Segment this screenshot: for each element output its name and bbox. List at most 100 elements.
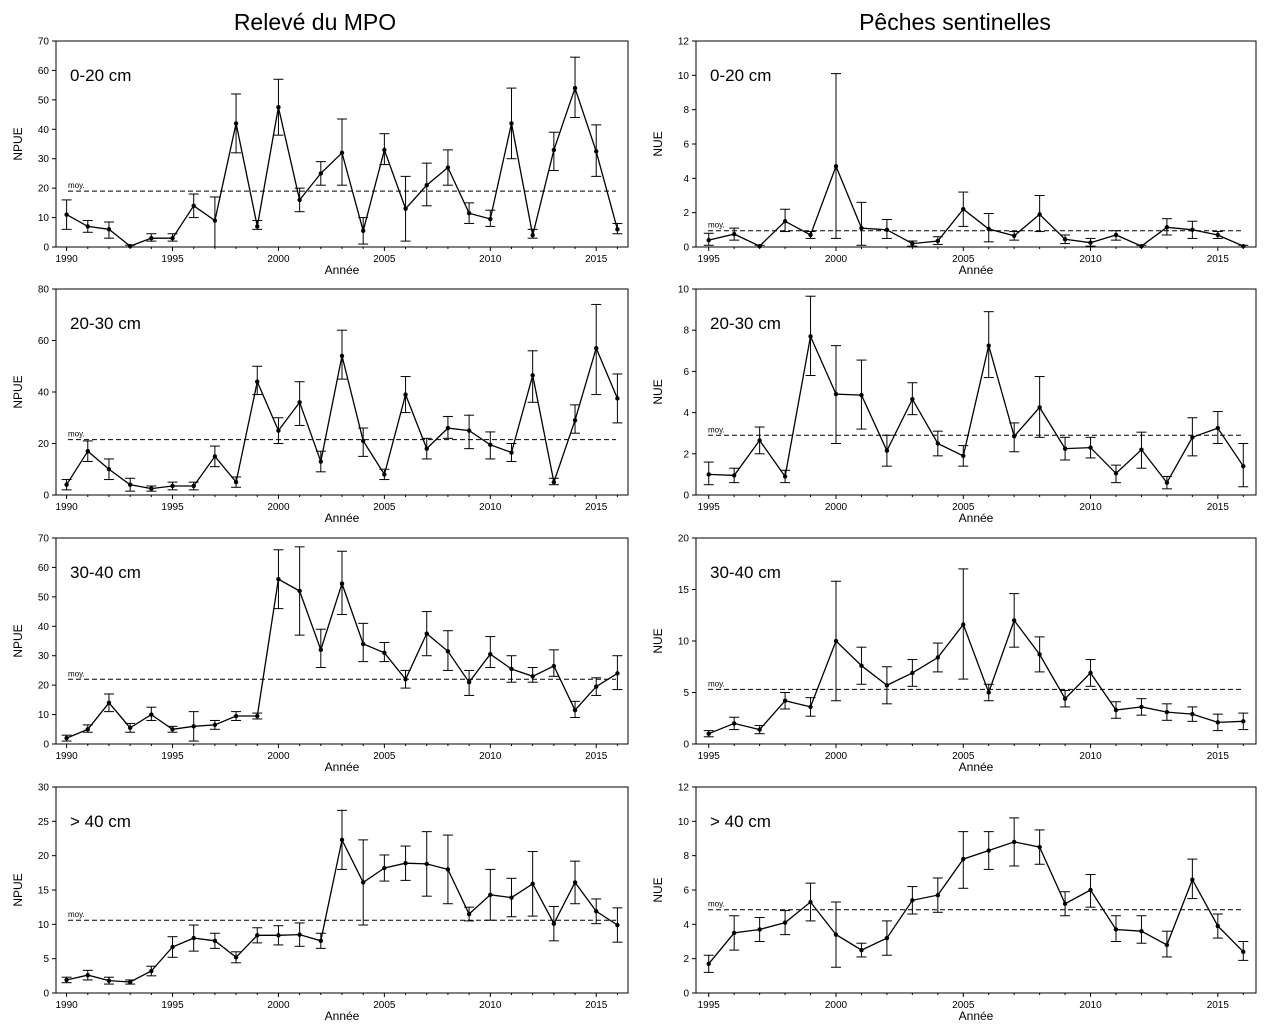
panel-size-label: 20-30 cm xyxy=(70,314,141,333)
x-tick-label: 2005 xyxy=(373,1000,396,1011)
data-point xyxy=(85,727,90,732)
mean-label: moy. xyxy=(68,181,85,190)
x-axis-label: Année xyxy=(325,1009,360,1023)
data-point xyxy=(382,147,387,153)
data-point xyxy=(466,210,472,216)
data-point xyxy=(466,428,472,433)
data-point xyxy=(782,219,788,224)
data-point xyxy=(1164,942,1170,948)
y-tick-label: 5 xyxy=(43,954,49,965)
data-point xyxy=(149,968,154,974)
data-point xyxy=(731,721,737,726)
y-tick-label: 20 xyxy=(38,681,50,692)
panel-size-label: > 40 cm xyxy=(710,812,771,831)
x-tick-label: 2010 xyxy=(1079,751,1102,762)
y-axis-label: NUE xyxy=(651,628,665,653)
data-point xyxy=(339,150,345,156)
data-point xyxy=(1062,446,1068,451)
data-point xyxy=(509,666,514,672)
data-point xyxy=(297,400,302,405)
plot-frame xyxy=(695,40,1257,248)
y-tick-label: 12 xyxy=(678,783,690,794)
series-line xyxy=(708,841,1244,965)
data-point xyxy=(127,243,133,249)
y-tick-label: 10 xyxy=(678,817,690,828)
data-point xyxy=(360,641,366,647)
data-point xyxy=(572,418,578,423)
y-tick-label: 0 xyxy=(683,989,689,1000)
data-point xyxy=(808,899,813,905)
series-line xyxy=(708,334,1244,484)
data-point xyxy=(1113,707,1119,713)
y-tick-label: 25 xyxy=(38,817,50,828)
data-point xyxy=(255,713,260,719)
data-point xyxy=(961,622,966,627)
series-line xyxy=(708,164,1244,247)
data-point xyxy=(255,933,260,938)
data-point xyxy=(106,467,112,472)
data-point xyxy=(318,647,324,653)
x-tick-label: 2005 xyxy=(952,254,975,265)
column-title-peches-sentinelles: Pêches sentinelles xyxy=(859,9,1051,35)
data-point xyxy=(297,197,302,203)
y-axis-label: NUE xyxy=(651,877,665,902)
data-point xyxy=(488,442,493,447)
data-point xyxy=(127,725,133,731)
y-tick-label: 10 xyxy=(38,213,50,224)
data-point xyxy=(782,698,788,703)
data-point xyxy=(360,228,366,234)
data-point xyxy=(986,226,991,232)
data-point xyxy=(488,892,493,898)
data-point xyxy=(551,147,557,153)
y-tick-label: 6 xyxy=(683,886,689,897)
y-tick-label: 0 xyxy=(683,491,689,502)
y-tick-label: 12 xyxy=(678,37,690,48)
y-tick-label: 15 xyxy=(38,886,50,897)
data-point xyxy=(403,206,408,211)
x-tick-label: 1990 xyxy=(55,254,78,265)
x-tick-label: 1990 xyxy=(55,751,78,762)
data-point xyxy=(1037,212,1042,217)
data-point xyxy=(859,225,864,231)
data-point xyxy=(64,212,69,217)
data-point xyxy=(424,631,429,636)
data-point xyxy=(1139,447,1144,452)
data-point xyxy=(403,861,408,866)
x-tick-label: 2015 xyxy=(1207,254,1230,265)
data-point xyxy=(1062,901,1068,906)
x-tick-label: 2015 xyxy=(1207,502,1230,513)
x-tick-label: 1990 xyxy=(55,502,78,513)
y-tick-label: 60 xyxy=(38,563,50,574)
data-point xyxy=(859,947,864,953)
data-point xyxy=(706,961,711,967)
plot-frame xyxy=(55,288,629,496)
data-point xyxy=(276,105,281,110)
panel-size-label: 0-20 cm xyxy=(70,66,131,85)
data-point xyxy=(149,486,154,491)
data-point xyxy=(615,922,620,928)
series-line xyxy=(708,619,1244,735)
y-tick-label: 60 xyxy=(38,66,50,77)
y-tick-label: 10 xyxy=(678,285,690,296)
data-point xyxy=(935,238,941,244)
data-point xyxy=(382,472,387,477)
mean-label: moy. xyxy=(68,910,85,919)
data-point xyxy=(1062,696,1068,701)
data-point xyxy=(884,448,890,453)
data-point xyxy=(594,149,599,154)
data-point xyxy=(572,85,578,91)
x-tick-label: 1995 xyxy=(698,502,721,513)
data-point xyxy=(382,865,387,871)
x-tick-label: 2000 xyxy=(825,751,848,762)
data-point xyxy=(1190,877,1195,882)
panel-0-2: 0 10 20 30 40 50 60 70 1990 1995 2000 2005 2010 2015 A… xyxy=(11,534,629,774)
data-point xyxy=(706,731,711,736)
y-tick-label: 6 xyxy=(683,367,689,378)
data-point xyxy=(530,881,535,887)
y-axis-label: NPUE xyxy=(11,624,25,657)
data-point xyxy=(64,482,69,487)
panel-size-label: 30-40 cm xyxy=(70,563,141,582)
x-tick-label: 1995 xyxy=(161,751,184,762)
data-point xyxy=(509,450,514,455)
